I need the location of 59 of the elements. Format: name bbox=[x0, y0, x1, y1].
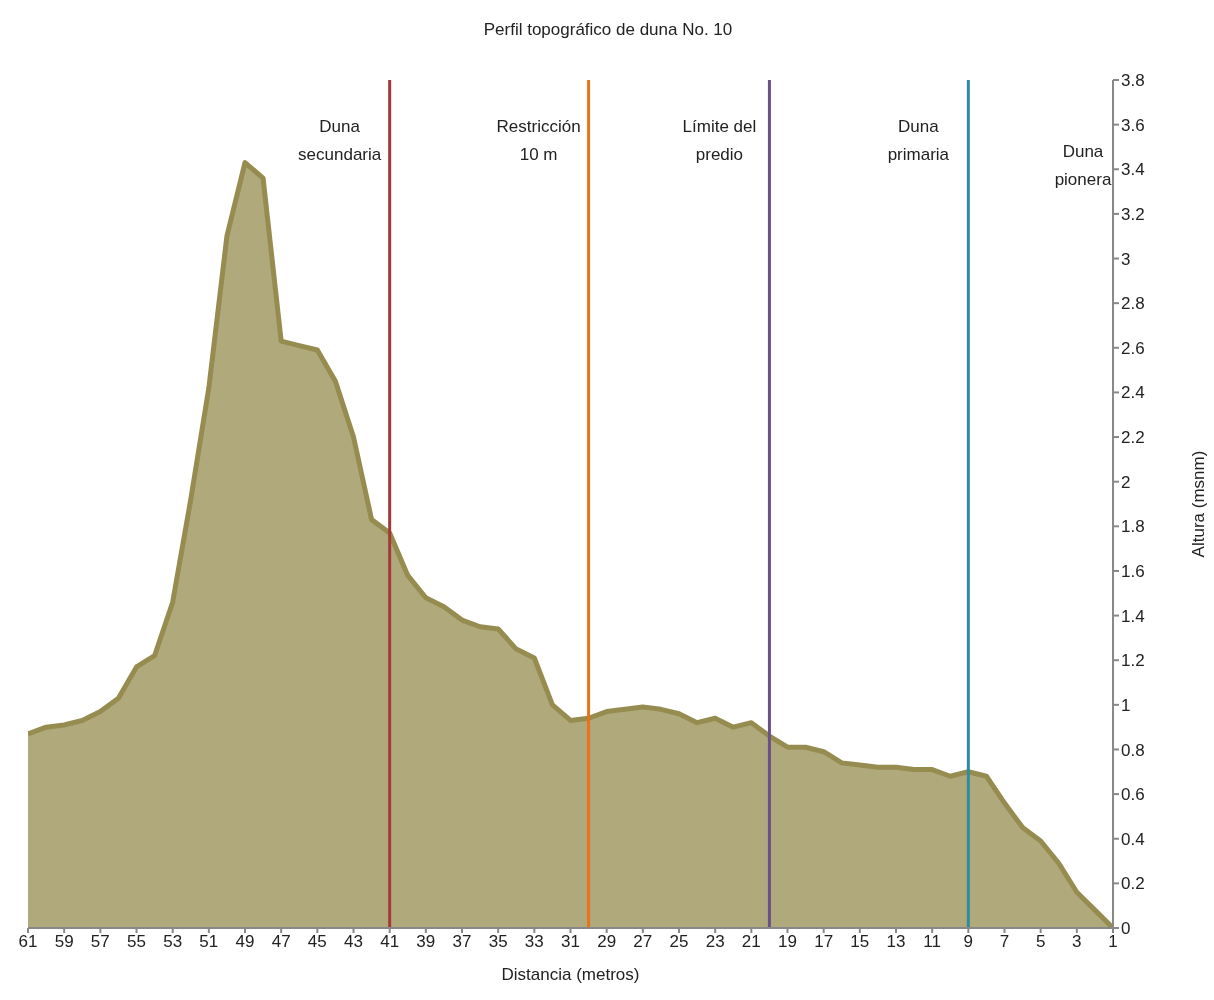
y-tick-label: 3 bbox=[1121, 249, 1131, 269]
x-tick-label: 45 bbox=[307, 932, 327, 952]
y-tick-label: 1.2 bbox=[1121, 651, 1145, 671]
y-tick-label: 3.2 bbox=[1121, 204, 1145, 224]
x-tick-label: 61 bbox=[18, 932, 38, 952]
ref-line-label: Duna secundaria bbox=[298, 117, 382, 164]
x-tick-label: 25 bbox=[669, 932, 689, 952]
x-tick-label: 33 bbox=[524, 932, 544, 952]
x-tick-label: 59 bbox=[54, 932, 74, 952]
x-tick-label: 23 bbox=[705, 932, 725, 952]
y-tick-label: 1.4 bbox=[1121, 606, 1145, 626]
x-tick-label: 49 bbox=[235, 932, 255, 952]
x-tick-label: 35 bbox=[488, 932, 508, 952]
x-tick-label: 43 bbox=[344, 932, 363, 952]
x-tick-label: 15 bbox=[850, 932, 870, 952]
x-tick-label: 53 bbox=[163, 932, 183, 952]
x-axis-title: Distancia (metros) bbox=[501, 965, 640, 984]
y-tick-label: 0.4 bbox=[1121, 829, 1145, 849]
x-tick-label: 57 bbox=[90, 932, 110, 952]
y-axis-title: Altura (msnm) bbox=[1189, 450, 1209, 558]
annotation: Duna pionera bbox=[1054, 142, 1112, 189]
x-tick-label: 3 bbox=[1072, 932, 1082, 952]
chart-title: Perfil topográfico de duna No. 10 bbox=[482, 19, 734, 41]
y-tick-label: 3.8 bbox=[1121, 71, 1145, 91]
y-tick-label: 2.2 bbox=[1121, 428, 1145, 448]
x-tick-label: 37 bbox=[452, 932, 472, 952]
y-tick-label: 0 bbox=[1121, 919, 1131, 939]
y-tick-label: 3.4 bbox=[1121, 160, 1145, 180]
y-tick-label: 2.4 bbox=[1121, 383, 1145, 403]
x-tick-label: 41 bbox=[380, 932, 400, 952]
x-tick-label: 21 bbox=[741, 932, 761, 952]
x-tick-label: 27 bbox=[633, 932, 653, 952]
y-tick-label: 3.6 bbox=[1121, 115, 1145, 135]
x-tick-label: 51 bbox=[199, 932, 219, 952]
x-tick-label: 19 bbox=[778, 932, 797, 952]
y-tick-label: 2 bbox=[1121, 472, 1131, 492]
ref-line-label: Duna primaria bbox=[887, 117, 950, 164]
x-tick-label: 55 bbox=[127, 932, 146, 952]
x-tick-label: 1 bbox=[1108, 932, 1118, 952]
y-tick-label: 2.8 bbox=[1121, 294, 1145, 314]
y-tick-label: 1 bbox=[1121, 695, 1131, 715]
x-tick-label: 29 bbox=[597, 932, 617, 952]
x-tick-label: 9 bbox=[963, 932, 974, 952]
x-tick-label: 7 bbox=[999, 932, 1010, 952]
ref-line-label: Límite del predio bbox=[682, 117, 757, 164]
y-tick-label: 0.6 bbox=[1121, 785, 1145, 805]
x-tick-label: 13 bbox=[886, 932, 906, 952]
y-tick-label: 1.8 bbox=[1121, 517, 1145, 537]
y-tick-label: 0.8 bbox=[1121, 740, 1145, 760]
y-tick-label: 1.6 bbox=[1121, 561, 1145, 581]
x-tick-label: 47 bbox=[271, 932, 291, 952]
x-tick-label: 5 bbox=[1035, 932, 1046, 952]
y-tick-label: 0.2 bbox=[1121, 874, 1145, 894]
ref-line-label: Restricción 10 m bbox=[496, 117, 581, 164]
y-tick-label: 2.6 bbox=[1121, 338, 1145, 358]
x-tick-label: 17 bbox=[814, 932, 834, 952]
x-tick-label: 39 bbox=[416, 932, 436, 952]
x-tick-label: 31 bbox=[561, 932, 580, 952]
x-tick-label: 11 bbox=[923, 932, 941, 952]
